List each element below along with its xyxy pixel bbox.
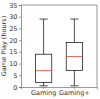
y-tick: 20 (9, 37, 21, 45)
y-tick: 10 (9, 60, 21, 68)
frame (21, 5, 97, 6)
y-axis: 0 5 10 15 20 25 30 35 (9, 2, 21, 92)
y-tick: 30 (9, 13, 21, 21)
y-tick-mark (19, 28, 21, 29)
y-axis-title: Game Play (hours) (0, 16, 8, 76)
y-tick: 25 (9, 25, 21, 33)
y-tick-mark (19, 64, 21, 65)
box (66, 42, 82, 70)
y-tick: 15 (9, 48, 21, 56)
box (35, 54, 51, 82)
chart: 0 5 10 15 20 25 30 35 GamingGaming+ Game Play (ho… (0, 0, 100, 99)
y-tick-label: 5 (13, 72, 17, 80)
y-axis-line (19, 6, 22, 88)
y-tick-mark (19, 17, 21, 18)
y-tick-mark (19, 40, 21, 41)
frame (97, 5, 98, 87)
lower-whisker (74, 71, 75, 86)
max-cap (40, 19, 48, 20)
y-tick-label: 15 (9, 48, 17, 56)
y-tick: 35 (9, 2, 21, 10)
boxes (35, 19, 82, 86)
y-tick-label: 35 (9, 2, 17, 10)
median (35, 70, 51, 71)
x-tick: Gaming (31, 87, 56, 97)
x-tick-label: Gaming (31, 89, 56, 97)
min-cap (70, 85, 78, 86)
min-cap (40, 85, 48, 86)
max-cap (70, 19, 78, 20)
y-tick-label: 0 (13, 84, 17, 92)
y-tick-mark (19, 87, 21, 88)
y-tick: 0 (13, 84, 21, 92)
x-axis: GamingGaming+ (22, 87, 98, 97)
y-tick-label: 10 (9, 60, 17, 68)
y-tick: 5 (13, 72, 21, 80)
y-tick-mark (19, 52, 21, 53)
lower-whisker (43, 82, 44, 86)
upper-whisker (74, 19, 75, 42)
y-tick-label: 25 (9, 25, 17, 33)
x-tick-label: Gaming+ (59, 89, 90, 97)
x-tick: Gaming+ (59, 87, 90, 97)
y-tick-label: 30 (9, 13, 17, 21)
upper-whisker (43, 19, 44, 54)
y-tick-mark (19, 5, 21, 6)
box-plot (35, 19, 51, 86)
median (66, 56, 82, 57)
y-tick-label: 20 (9, 37, 17, 45)
y-tick-mark (19, 75, 21, 76)
box-plot (66, 19, 82, 86)
plot: 0 5 10 15 20 25 30 35 GamingGaming+ (9, 2, 97, 98)
